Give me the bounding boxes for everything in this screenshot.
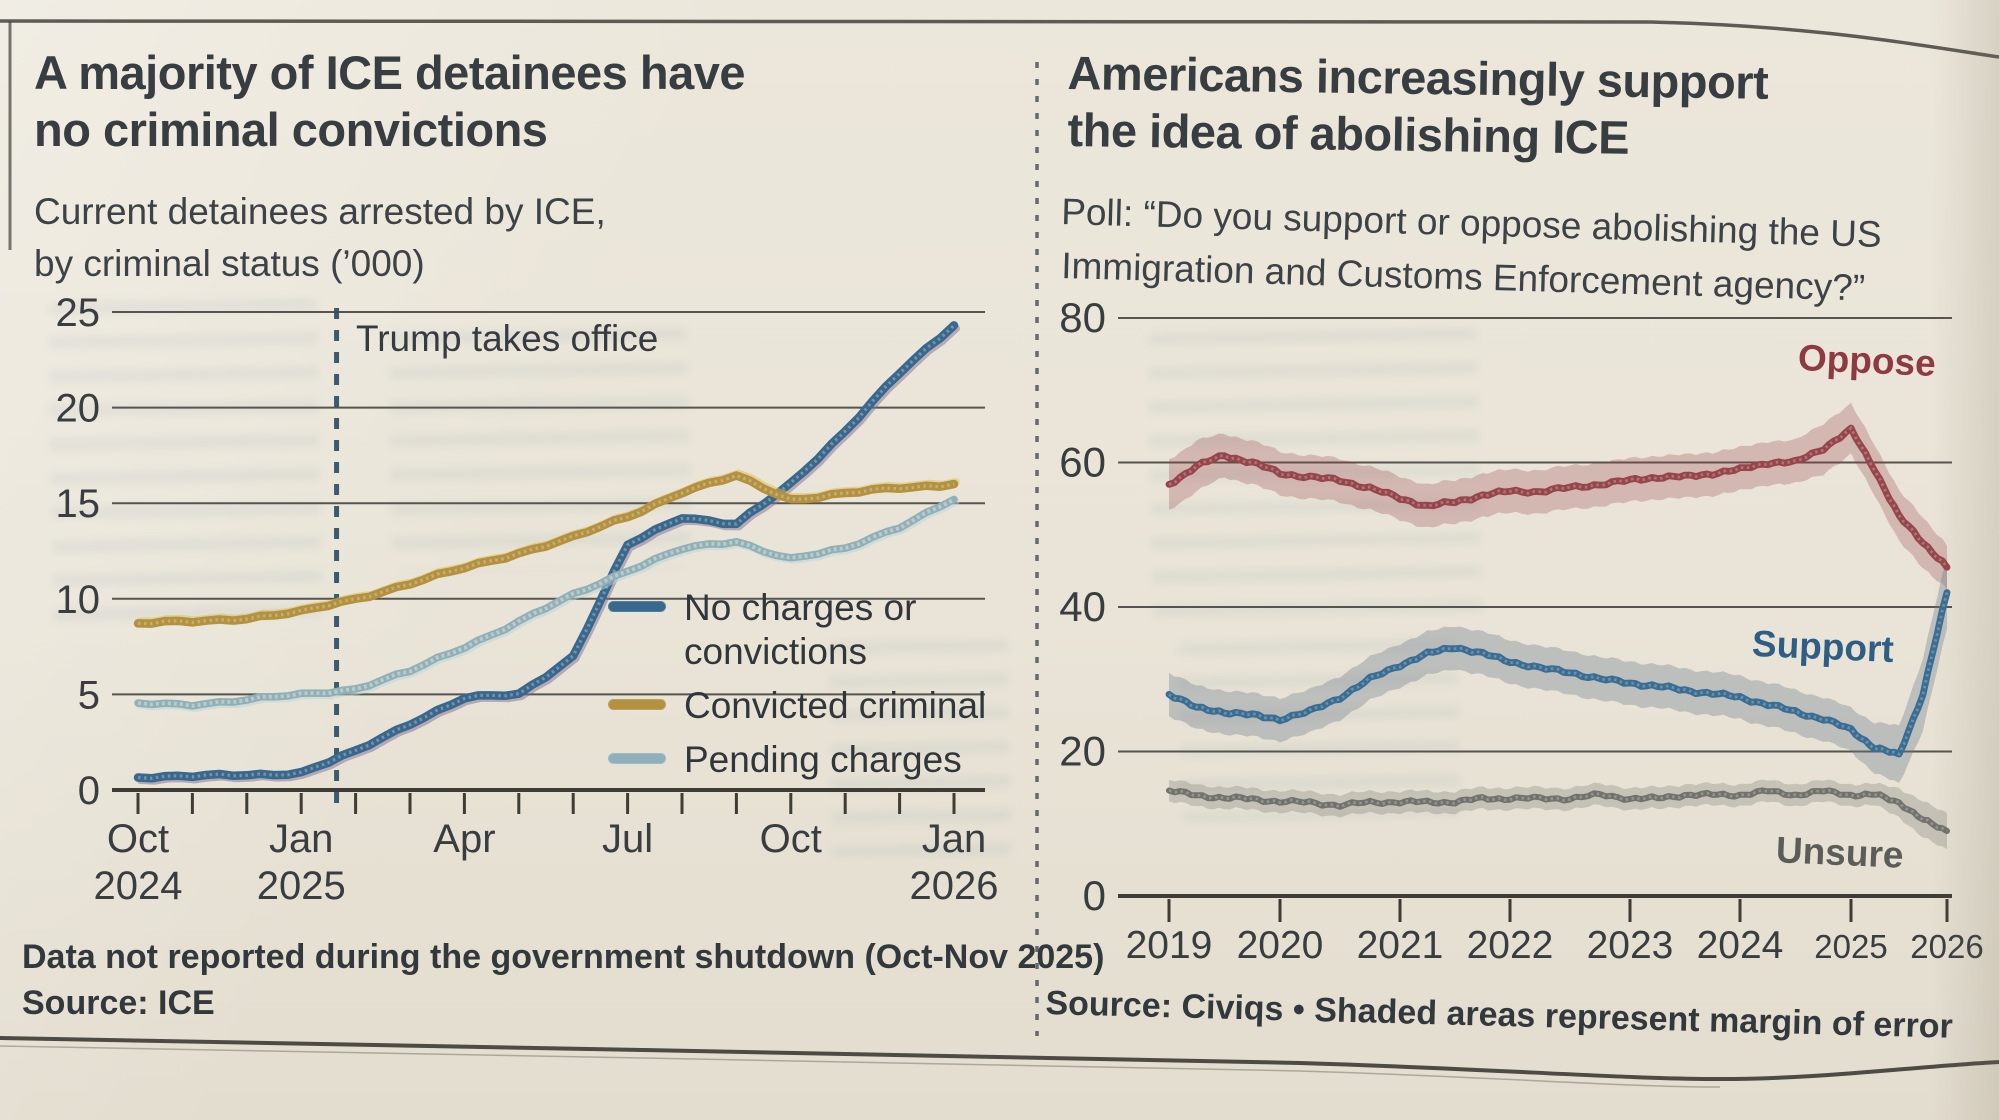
convicted-swatch — [608, 699, 666, 710]
series-halftone-right-1 — [1168, 592, 1949, 756]
year-label-2020: 2020 — [1237, 924, 1324, 967]
legend-label-no-charges: No charges or convictions — [684, 587, 917, 672]
legend-item-pending: Pending charges — [608, 738, 1014, 782]
year-label-2019: 2019 — [1126, 924, 1213, 967]
legend-item-convicted: Convicted criminal — [608, 684, 1014, 728]
y-tick-label-right: 20 — [1059, 728, 1106, 775]
legend-item-no-charges: No charges or convictions — [608, 586, 1014, 674]
x-tick-label-left: Jan — [922, 817, 987, 861]
unsure-series-label: Unsure — [1775, 829, 1905, 876]
x-tick-label-left: Oct — [760, 817, 822, 861]
bottom-rule — [0, 1036, 1999, 1082]
x-tick-label-left: Jan — [269, 817, 334, 861]
right-chart-title-line2: the idea of abolishing ICE — [1067, 102, 1630, 164]
year-label-2024: 2024 — [1697, 924, 1784, 967]
bottom-rule-echo — [0, 1045, 1721, 1088]
series-line-convicted-criminal — [133, 471, 959, 628]
top-rule — [0, 19, 1999, 59]
series-halftone-1 — [137, 473, 955, 626]
left-chart-source: Source: ICE — [22, 984, 215, 1022]
year-label-2025: 2025 — [1814, 928, 1887, 965]
left-chart-title-line1: A majority of ICE detainees have — [34, 46, 746, 99]
x-tick-label-left: Apr — [433, 817, 495, 861]
series-halftone-2 — [137, 497, 955, 708]
year-label-2022: 2022 — [1467, 924, 1554, 967]
y-tick-label-right: 0 — [1083, 872, 1106, 919]
year-label-2023: 2023 — [1587, 924, 1674, 967]
y-tick-label-right: 80 — [1059, 294, 1106, 341]
x-tick-label-left: Oct — [107, 817, 169, 861]
right-chart-title-line1: Americans increasingly support — [1067, 45, 1769, 109]
legend-label-convicted: Convicted criminal — [684, 685, 987, 726]
y-tick-label-right: 60 — [1059, 439, 1106, 486]
left-chart-subtitle-line2: by criminal status (’000) — [34, 243, 425, 284]
y-tick-label-right: 40 — [1059, 583, 1106, 630]
left-chart-title-line2: no criminal convictions — [34, 103, 548, 156]
year-label-2021: 2021 — [1357, 924, 1444, 967]
left-chart-subtitle-line1: Current detainees arrested by ICE, — [34, 191, 606, 232]
x-tick-label-left: 2025 — [257, 864, 346, 908]
page-curl-shadow — [1930, 0, 1999, 1120]
series-line-unsure — [1166, 787, 1950, 834]
legend-label-pending: Pending charges — [684, 739, 962, 780]
y-tick-label-left: 5 — [78, 673, 100, 717]
series-halftone-right-0 — [1168, 425, 1949, 569]
pending-swatch — [608, 753, 666, 764]
left-chart-legend: No charges or convictions Convicted crim… — [608, 586, 1014, 782]
y-tick-label-left: 10 — [56, 578, 101, 622]
series-line-no-charges-or-convictions — [133, 321, 959, 783]
x-tick-label-left: Jul — [602, 817, 653, 861]
oppose-series-label: Oppose — [1797, 337, 1937, 384]
y-tick-label-left: 25 — [56, 291, 101, 335]
x-tick-label-left: 2024 — [94, 864, 183, 908]
no-charges-swatch — [608, 601, 666, 612]
y-tick-label-left: 20 — [56, 387, 101, 431]
moe-band-oppose — [1169, 402, 1947, 589]
trump-takes-office-annotation: Trump takes office — [356, 318, 659, 359]
left-chart-footnote: Data not reported during the government … — [22, 938, 1105, 976]
y-tick-label-left: 15 — [56, 482, 101, 526]
y-tick-label-left: 0 — [78, 769, 100, 813]
year-label-2026: 2026 — [1910, 928, 1983, 965]
series-line-support — [1165, 589, 1951, 758]
support-series-label: Support — [1751, 622, 1895, 671]
x-tick-label-left: 2026 — [910, 864, 999, 908]
series-line-oppose — [1165, 424, 1951, 571]
series-halftone-right-2 — [1168, 788, 1948, 833]
